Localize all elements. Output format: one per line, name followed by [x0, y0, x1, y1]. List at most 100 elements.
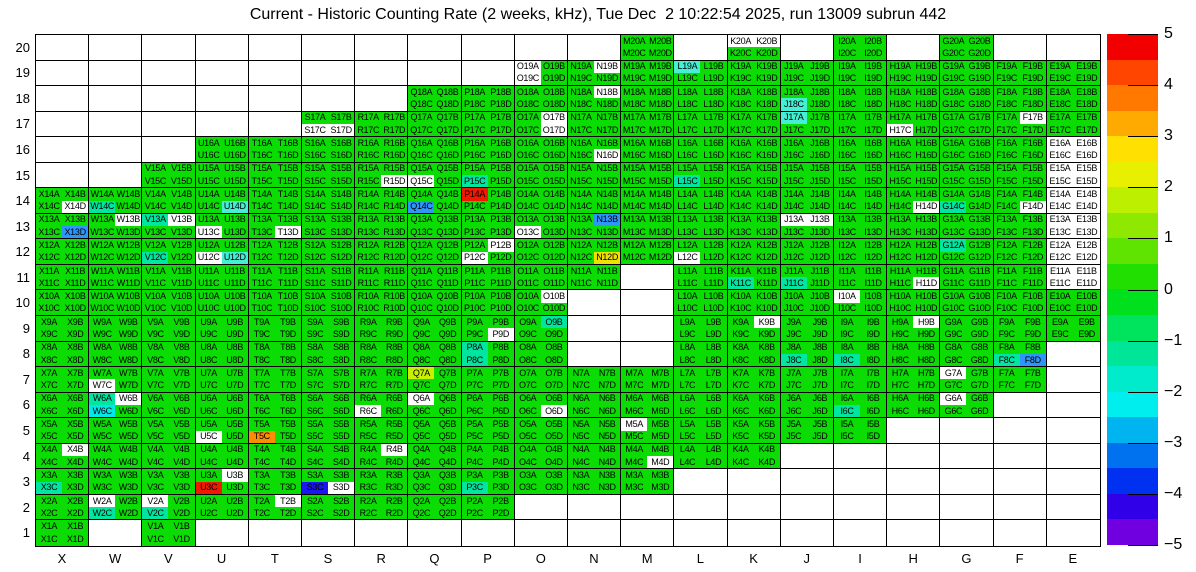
- cell-I5: I5A I5B I5C I5D: [834, 418, 888, 444]
- subcell-X12C: X12C: [36, 251, 63, 264]
- subcell-O4D: O4D: [540, 456, 567, 469]
- subcell-H11C: H11C: [887, 277, 914, 290]
- cell-N3: N3A N3B N3C N3D: [568, 469, 622, 495]
- subcell-I15B: I15B: [860, 162, 887, 176]
- cell-S15: S15A S15B S15C S15D: [302, 162, 356, 189]
- cell-T10: T10A T10B T10C T10D: [248, 290, 302, 317]
- cell-T16: T16A T16B T16C T16D: [248, 137, 302, 163]
- subcell-U15B: U15B: [221, 162, 248, 176]
- cell-X10: X10A X10B X10C X10D: [36, 290, 90, 317]
- subcell-U8C: U8C: [195, 353, 222, 367]
- cell-R19: [355, 60, 409, 87]
- cell-P13: P13A P13B P13C P13D: [461, 213, 515, 240]
- subcell-J10A: J10A: [780, 290, 807, 303]
- subcell-T6B: T6B: [274, 392, 301, 405]
- subcell-F9D: F9D: [1019, 328, 1046, 341]
- subcell-N13B: N13B: [594, 213, 621, 227]
- x-axis-label-J: J: [803, 551, 811, 566]
- cell-E9: E9A E9B E9C E9D: [1046, 316, 1100, 342]
- subcell-R4D: R4D: [381, 456, 408, 469]
- cell-G18: G18A G18B G18C G18D: [940, 86, 994, 112]
- y-axis-label-13: 13: [15, 218, 30, 234]
- subcell-I19B: I19B: [860, 60, 887, 73]
- subcell-O16C: O16C: [514, 149, 541, 162]
- subcell-X12B: X12B: [62, 239, 89, 252]
- subcell-S4B: S4B: [328, 443, 355, 457]
- subcell-N14C: N14C: [568, 200, 595, 213]
- cell-W17: [89, 111, 143, 138]
- cell-L14: L14A L14B L14C L14D: [674, 188, 728, 214]
- subcell-R11B: R11B: [381, 264, 408, 278]
- subcell-N7A: N7A: [568, 367, 595, 380]
- cell-U2: U2A U2B U2C U2D: [195, 494, 249, 521]
- subcell-L15B: L15B: [700, 162, 727, 176]
- subcell-W7C: W7C: [89, 379, 116, 392]
- subcell-J18D: J18D: [806, 98, 833, 111]
- cell-V18: [142, 86, 196, 112]
- colorbar-tick-label-−1: −1: [1164, 331, 1183, 349]
- colorbar-tick-label-4: 4: [1164, 76, 1173, 94]
- subcell-X13C: X13C: [36, 226, 63, 239]
- cell-R4: R4A R4B R4C R4D: [355, 443, 409, 470]
- subcell-I11A: I11A: [834, 264, 861, 278]
- cell-T2: T2A T2B T2C T2D: [248, 494, 302, 521]
- colorbar-tick-label-−5: −5: [1164, 536, 1183, 553]
- subcell-L14A: L14A: [674, 188, 701, 201]
- subcell-G12C: G12C: [940, 251, 967, 264]
- subcell-W14B: W14B: [115, 188, 142, 201]
- subcell-T2B: T2B: [274, 494, 301, 508]
- subcell-R7A: R7A: [355, 367, 382, 380]
- subcell-N18A: N18A: [568, 86, 595, 99]
- subcell-V15D: V15D: [168, 175, 195, 188]
- subcell-P2C: P2C: [461, 507, 488, 520]
- subcell-G9A: G9A: [940, 316, 967, 329]
- subcell-I13A: I13A: [834, 213, 861, 227]
- cell-O19: O19A O19B O19C O19D: [514, 60, 568, 87]
- subcell-J7B: J7B: [806, 367, 833, 380]
- subcell-T14D: T14D: [274, 200, 301, 213]
- y-axis-label-15: 15: [15, 167, 30, 183]
- plot-area: M20A M20B M20C M20D K20A K20B K20C K20D I20A I20B…: [35, 34, 1101, 547]
- cell-I6: I6A I6B I6C I6D: [834, 392, 888, 419]
- subcell-P5A: P5A: [461, 418, 488, 431]
- subcell-L7B: L7B: [700, 367, 727, 380]
- subcell-Q2C: Q2C: [408, 507, 435, 520]
- subcell-R9A: R9A: [355, 316, 382, 329]
- subcell-Q14A: Q14A: [408, 188, 435, 201]
- cell-R14: R14A R14B R14C R14D: [355, 188, 409, 214]
- cell-K2: [727, 494, 781, 521]
- subcell-E15D: E15D: [1073, 175, 1100, 188]
- subcell-G15B: G15B: [966, 162, 993, 176]
- subcell-V1B: V1B: [168, 520, 195, 534]
- subcell-E13D: E13D: [1073, 226, 1100, 239]
- subcell-J8B: J8B: [806, 341, 833, 354]
- subcell-K15B: K15B: [753, 162, 780, 176]
- cell-K9: K9A K9B K9C K9D: [727, 316, 781, 342]
- subcell-R12B: R12B: [381, 239, 408, 252]
- subcell-U14B: U14B: [221, 188, 248, 201]
- subcell-E12B: E12B: [1073, 239, 1100, 252]
- subcell-I17B: I17B: [860, 111, 887, 124]
- subcell-P11C: P11C: [461, 277, 488, 290]
- subcell-P3B: P3B: [487, 469, 514, 482]
- subcell-N3C: N3C: [568, 481, 595, 494]
- subcell-X8B: X8B: [62, 341, 89, 354]
- subcell-O9C: O9C: [514, 328, 541, 341]
- subcell-T7D: T7D: [274, 379, 301, 392]
- cell-W15: [89, 162, 143, 189]
- subcell-P2A: P2A: [461, 494, 488, 508]
- subcell-K7D: K7D: [753, 379, 780, 392]
- subcell-J15D: J15D: [806, 175, 833, 188]
- subcell-J16C: J16C: [780, 149, 807, 162]
- cell-W13: W13A W13B W13C W13D: [89, 213, 143, 240]
- cell-X19: [36, 60, 90, 87]
- subcell-P7C: P7C: [461, 379, 488, 392]
- subcell-H12C: H12C: [887, 251, 914, 264]
- subcell-N19C: N19C: [568, 72, 595, 86]
- subcell-W2B: W2B: [115, 494, 142, 508]
- cell-W1: [89, 520, 143, 546]
- colorbar-tick-−3: [1128, 442, 1158, 444]
- cell-G9: G9A G9B G9C G9D: [940, 316, 994, 342]
- subcell-W8A: W8A: [89, 341, 116, 354]
- cell-R3: R3A R3B R3C R3D: [355, 469, 409, 495]
